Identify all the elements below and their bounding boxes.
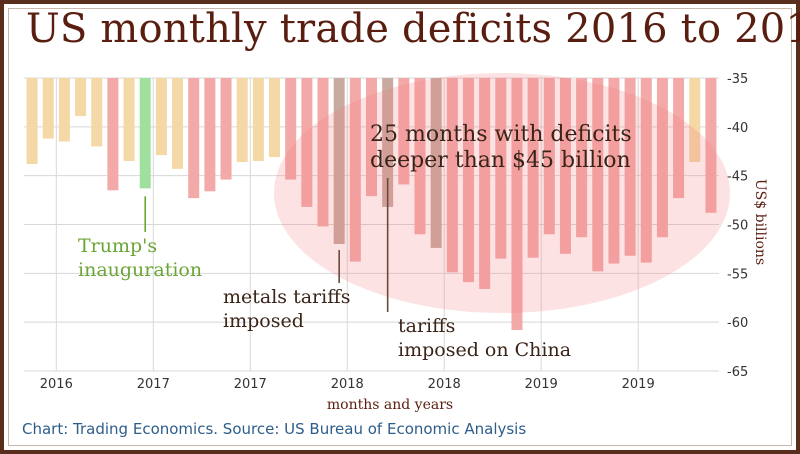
bar [139, 78, 151, 189]
x-tick-label: 2017 [137, 377, 170, 392]
bar [673, 78, 685, 199]
bar [576, 78, 588, 238]
bar [301, 78, 313, 207]
bar [624, 78, 636, 256]
bar [446, 78, 458, 273]
bar [382, 78, 394, 207]
bar [107, 78, 119, 191]
bar [656, 78, 668, 238]
x-tick-label: 2016 [40, 377, 73, 392]
bar [366, 78, 377, 197]
bar [333, 78, 345, 245]
bar [91, 78, 103, 147]
bar [592, 78, 604, 272]
y-tick-label: -55 [727, 267, 748, 282]
bar [220, 78, 232, 180]
china-annotation-line2: imposed on China [398, 339, 571, 361]
trump-annotation-line1: Trump's [78, 235, 157, 257]
bar [495, 78, 507, 259]
bar [608, 78, 620, 264]
bar [155, 78, 167, 156]
y-tick-label: -50 [727, 219, 748, 234]
y-axis-label: US$ billions [752, 179, 768, 265]
y-tick-label: -40 [727, 121, 748, 136]
bar [559, 78, 571, 254]
bar [172, 78, 184, 169]
chart-title: US monthly trade deficits 2016 to 2019 [26, 6, 800, 52]
x-tick-labels: 2016 2017 2017 2018 2018 2019 2019 [40, 377, 655, 392]
x-tick-label: 2018 [331, 377, 364, 392]
bar [511, 78, 523, 330]
bar [398, 78, 410, 185]
y-tick-label: -60 [727, 316, 748, 331]
bar [527, 78, 539, 258]
annotation-lines [144, 178, 389, 312]
bar [204, 78, 216, 192]
china-annotation-line1: tariffs [398, 315, 455, 337]
chart-frame-inner [8, 8, 792, 446]
y-tick-labels: -35 -40 -45 -50 -55 -60 -65 [727, 72, 748, 380]
bar [188, 78, 200, 199]
bar [252, 78, 264, 162]
x-tick-label: 2017 [234, 377, 267, 392]
bar [58, 78, 70, 142]
bar [543, 78, 555, 235]
bar [123, 78, 135, 162]
deficits-annotation-line2: deeper than $45 billion [370, 148, 631, 173]
deep-deficit-ellipse [274, 73, 730, 313]
bar [26, 78, 38, 164]
y-tick-label: -65 [727, 365, 748, 380]
metals-annotation-line1: metals tariffs [223, 286, 350, 308]
deficits-annotation-line1: 25 months with deficits [370, 122, 632, 147]
x-tick-label: 2019 [525, 377, 558, 392]
x-axis-label: months and years [327, 397, 453, 413]
y-tick-label: -45 [727, 170, 748, 185]
bar [42, 78, 54, 139]
chart-source: Chart: Trading Economics. Source: US Bur… [22, 420, 527, 438]
trump-annotation-line2: inauguration [78, 259, 202, 281]
y-tick-label: -35 [727, 72, 748, 87]
bar [705, 78, 717, 213]
bar [462, 78, 474, 283]
bar [349, 78, 361, 262]
bar [689, 78, 701, 162]
bar [414, 78, 426, 235]
metals-annotation-line2: imposed [223, 310, 304, 332]
x-tick-label: 2018 [428, 377, 461, 392]
bar [269, 78, 281, 158]
x-tick-label: 2019 [622, 377, 655, 392]
bar [640, 78, 652, 263]
bar [75, 78, 87, 117]
bar [236, 78, 248, 162]
bars-group [26, 78, 717, 330]
bar [430, 78, 442, 248]
bar [479, 78, 491, 289]
bar [317, 78, 329, 227]
bar [285, 78, 297, 180]
